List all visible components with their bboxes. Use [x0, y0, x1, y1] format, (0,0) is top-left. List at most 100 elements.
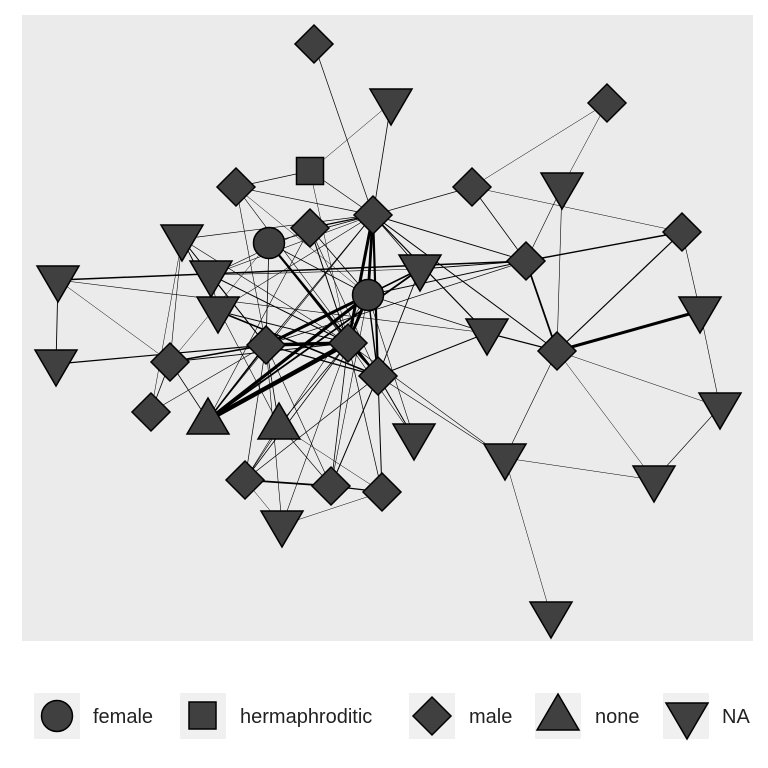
- edge-65: [367, 294, 415, 439]
- node-28-none: [256, 401, 302, 440]
- edge-34: [309, 227, 379, 377]
- node-13-na: [35, 265, 81, 304]
- edge-9: [235, 186, 267, 346]
- edge-104: [150, 238, 183, 413]
- edge-0: [313, 43, 374, 216]
- edge-14: [471, 186, 683, 233]
- edge-12: [372, 186, 473, 216]
- edge-47: [57, 260, 527, 281]
- node-32-na: [631, 465, 677, 504]
- node-36-na: [259, 510, 305, 549]
- legend-item-hermaphroditic: hermaphroditic: [180, 693, 372, 739]
- edge-91: [281, 342, 349, 526]
- node-30-na: [391, 423, 437, 462]
- edge-82: [150, 344, 267, 413]
- edge-111: [504, 457, 655, 481]
- edge-16: [556, 186, 563, 352]
- square-icon: [188, 701, 217, 730]
- node-6-na: [539, 172, 585, 211]
- node-24-male: [149, 341, 191, 383]
- legend-label-hermaphroditic: hermaphroditic: [240, 706, 372, 728]
- edge-26: [372, 214, 558, 352]
- edge-110: [504, 457, 552, 617]
- edge-29: [207, 214, 374, 421]
- edge-70: [555, 309, 702, 353]
- edge-13: [471, 186, 527, 262]
- triangle-down-icon: [664, 702, 710, 741]
- node-20-male: [245, 324, 287, 366]
- legend: female hermaphroditic male none NA: [34, 692, 750, 741]
- edge-49: [525, 260, 558, 352]
- edge-88: [244, 342, 349, 481]
- edge-42: [268, 242, 349, 344]
- node-1-na: [368, 88, 414, 127]
- edge-41: [267, 241, 380, 378]
- node-25-male: [357, 355, 399, 397]
- edge-8: [235, 186, 374, 216]
- edge-90: [347, 342, 383, 493]
- edge-1: [372, 102, 392, 216]
- node-18-na: [677, 296, 723, 335]
- node-17-na: [195, 296, 241, 335]
- node-7-male: [352, 194, 394, 236]
- node-29-na: [697, 392, 743, 431]
- edge-22: [265, 214, 374, 346]
- edge-58: [377, 268, 421, 377]
- node-9-na: [159, 224, 205, 263]
- edge-55: [210, 268, 421, 276]
- node-21-male: [327, 322, 369, 364]
- edge-89: [330, 342, 349, 487]
- node-37-na: [528, 601, 574, 640]
- edge-54: [210, 274, 267, 346]
- edge-68: [217, 310, 349, 344]
- edge-77: [207, 344, 267, 421]
- node-8-male: [289, 207, 331, 249]
- node-11-male: [661, 211, 703, 253]
- edge-44: [525, 231, 683, 262]
- edge-30: [181, 214, 374, 240]
- node-10-female: [252, 226, 286, 260]
- node-33-male: [224, 459, 266, 501]
- edge-94: [504, 350, 558, 459]
- legend-label-female: female: [93, 706, 153, 728]
- node-0-male: [293, 23, 335, 65]
- node-3-hermaphroditic: [295, 156, 325, 186]
- edge-84: [205, 340, 351, 423]
- node-layer: [33, 23, 743, 640]
- edge-87: [278, 342, 349, 426]
- edge-102: [244, 375, 379, 481]
- legend-label-na: NA: [722, 706, 750, 728]
- edge-39: [181, 238, 349, 344]
- node-34-male: [310, 465, 352, 507]
- edge-48: [367, 260, 527, 296]
- edge-3: [471, 102, 608, 188]
- legend-item-none: none: [535, 692, 640, 739]
- node-19-na: [464, 318, 510, 357]
- edge-67: [367, 294, 488, 334]
- legend-item-female: female: [34, 693, 153, 739]
- node-26-male: [130, 391, 172, 433]
- edge-79: [244, 344, 267, 481]
- node-31-na: [482, 443, 528, 482]
- edge-98: [57, 279, 171, 363]
- edge-45: [556, 231, 683, 352]
- node-2-male: [586, 82, 628, 124]
- node-5-male: [451, 166, 493, 208]
- node-16-female: [351, 278, 385, 312]
- legend-label-none: none: [595, 706, 640, 728]
- edge-80: [265, 344, 332, 487]
- edge-35: [207, 227, 311, 421]
- edge-95: [556, 350, 655, 481]
- legend-item-na: NA: [663, 693, 750, 741]
- node-22-male: [536, 330, 578, 372]
- node-14-na: [188, 260, 234, 299]
- node-35-male: [361, 471, 403, 513]
- edge-23: [346, 213, 375, 345]
- edge-62: [206, 293, 370, 422]
- edge-101: [330, 375, 379, 487]
- edge-52: [57, 279, 488, 334]
- node-12-male: [505, 240, 547, 282]
- triangle-up-icon: [535, 692, 581, 731]
- legend-label-male: male: [469, 706, 512, 728]
- edge-50: [265, 260, 527, 346]
